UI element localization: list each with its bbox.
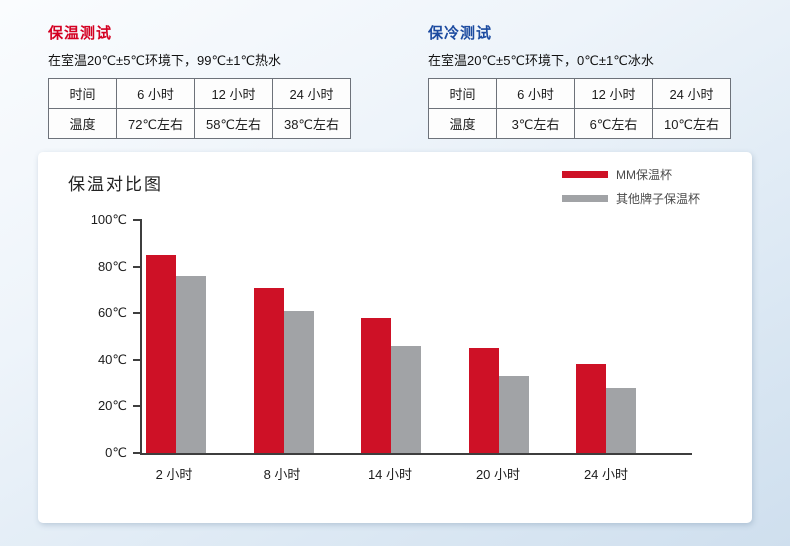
table-cell: 24 小时 <box>652 78 731 109</box>
y-axis-tick <box>133 312 142 315</box>
table-cell: 温度 <box>48 108 117 139</box>
legend-item: MM保温杯 <box>561 166 700 183</box>
table-cell: 6℃左右 <box>574 108 653 139</box>
table-cell: 6 小时 <box>496 78 575 109</box>
tests-row: 保温测试 在室温20℃±5℃环境下，99℃±1℃热水 时间 6 小时 12 小时 24… <box>48 22 733 139</box>
bar-series-1 <box>283 310 314 453</box>
x-axis-category-label: 20 小时 <box>475 467 521 482</box>
chart-plot <box>142 220 692 453</box>
bar-group <box>361 220 421 453</box>
bar-group <box>253 220 314 453</box>
table-cell: 38℃左右 <box>272 108 351 139</box>
bar-series-1 <box>498 376 529 453</box>
y-axis-tick <box>133 219 142 221</box>
table-cell: 6 小时 <box>116 78 195 109</box>
bar-series-0 <box>253 287 284 453</box>
table-row: 时间 6 小时 12 小时 24 小时 <box>48 78 351 109</box>
chart-title: 保温对比图 <box>68 175 163 194</box>
legend-label: MM保温杯 <box>615 168 672 182</box>
chart-legend: MM保温杯其他牌子保温杯 <box>561 166 700 207</box>
heat-test-table: 时间 6 小时 12 小时 24 小时 温度 72℃左右 58℃左右 38℃左右 <box>48 78 351 139</box>
legend-item: 其他牌子保温杯 <box>561 190 700 207</box>
cold-test-table: 时间 6 小时 12 小时 24 小时 温度 3℃左右 6℃左右 10℃左右 <box>428 78 731 139</box>
table-cell: 3℃左右 <box>496 108 575 139</box>
y-axis-tick <box>133 452 142 454</box>
bar-series-0 <box>361 317 391 453</box>
table-cell: 12 小时 <box>194 78 273 109</box>
x-axis-category-label: 24 小时 <box>583 467 629 482</box>
cold-test-condition: 在室温20℃±5℃环境下，0℃±1℃冰水 <box>428 53 654 68</box>
table-row: 温度 72℃左右 58℃左右 38℃左右 <box>48 108 351 139</box>
chart-panel: 保温对比图 MM保温杯其他牌子保温杯 100℃ 80℃ 60℃ 40℃ 20℃ 0℃ 2 … <box>38 152 752 523</box>
table-cell: 10℃左右 <box>652 108 731 139</box>
bar-series-0 <box>576 364 606 453</box>
x-axis-labels: 2 小时 8 小时 14 小时 20 小时 24 小时 <box>140 464 692 483</box>
legend-swatch-series-1 <box>561 195 608 202</box>
x-axis-category-label: 8 小时 <box>263 467 301 482</box>
cold-test-table-body: 时间 6 小时 12 小时 24 小时 温度 3℃左右 6℃左右 10℃左右 <box>428 78 731 139</box>
y-axis-label: 0℃ <box>105 445 127 460</box>
legend-swatch-series-0 <box>561 171 608 178</box>
bar-series-1 <box>606 387 636 453</box>
heat-test-title: 保温测试 <box>48 25 113 42</box>
heat-test-table-body: 时间 6 小时 12 小时 24 小时 温度 72℃左右 58℃左右 38℃左右 <box>48 78 351 139</box>
table-row: 温度 3℃左右 6℃左右 10℃左右 <box>428 108 731 139</box>
table-cell: 时间 <box>428 78 497 109</box>
y-axis-label: 20℃ <box>97 398 127 414</box>
table-cell: 12 小时 <box>574 78 653 109</box>
cold-test-title: 保冷测试 <box>428 25 493 42</box>
table-row: 时间 6 小时 12 小时 24 小时 <box>428 78 731 109</box>
cold-test-section: 保冷测试 在室温20℃±5℃环境下，0℃±1℃冰水 时间 6 小时 12 小时 24 … <box>428 22 733 139</box>
bar-group <box>146 220 206 453</box>
bar-group <box>468 220 529 453</box>
y-axis-label: 100℃ <box>90 212 127 227</box>
x-axis-category-label: 14 小时 <box>367 467 413 482</box>
y-axis-tick <box>133 358 142 361</box>
y-axis-label: 80℃ <box>97 258 127 274</box>
table-cell: 温度 <box>428 108 497 139</box>
x-axis-category-label: 2 小时 <box>155 467 193 482</box>
table-cell: 58℃左右 <box>194 108 273 139</box>
bar-series-0 <box>468 348 499 453</box>
plot-area: 100℃ 80℃ 60℃ 40℃ 20℃ 0℃ <box>91 212 692 460</box>
table-cell: 时间 <box>48 78 117 109</box>
y-axis-label: 40℃ <box>97 351 127 367</box>
heat-test-section: 保温测试 在室温20℃±5℃环境下，99℃±1℃热水 时间 6 小时 12 小时 24… <box>48 22 353 139</box>
table-cell: 72℃左右 <box>116 108 195 139</box>
table-cell: 24 小时 <box>272 78 351 109</box>
heat-test-condition: 在室温20℃±5℃环境下，99℃±1℃热水 <box>48 53 282 68</box>
bar-series-1 <box>176 275 206 453</box>
y-axis-label: 60℃ <box>97 305 127 321</box>
bar-series-1 <box>391 345 421 453</box>
legend-label: 其他牌子保温杯 <box>615 192 700 206</box>
y-axis-tick <box>133 405 142 408</box>
bar-group <box>576 220 636 453</box>
bar-series-0 <box>146 254 176 453</box>
y-axis-tick <box>133 265 142 268</box>
